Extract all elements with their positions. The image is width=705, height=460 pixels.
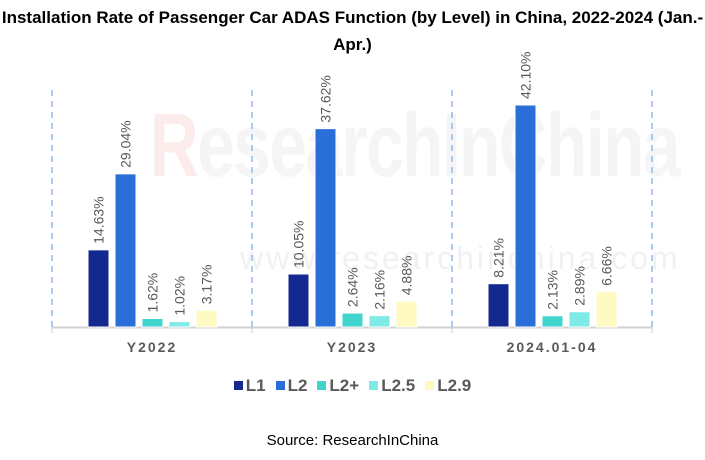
legend: L1 L2 L2+ L2.5 L2.9 bbox=[0, 376, 705, 396]
data-label: 42.10% bbox=[518, 52, 534, 99]
bar-l2-9 bbox=[395, 300, 418, 328]
data-label: 3.17% bbox=[199, 265, 215, 305]
bar-l1 bbox=[87, 249, 110, 328]
data-label: 1.02% bbox=[172, 276, 188, 316]
bar-l2- bbox=[141, 317, 164, 328]
data-label: 8.21% bbox=[491, 238, 507, 278]
x-tick-label: Y2022 bbox=[127, 339, 177, 355]
bar-l2-5 bbox=[168, 321, 191, 328]
legend-item: L2 bbox=[275, 376, 308, 396]
legend-item: L2.9 bbox=[425, 376, 471, 396]
bar-l2-5 bbox=[568, 311, 591, 328]
legend-label: L1 bbox=[245, 376, 266, 395]
bar-l2-9 bbox=[595, 291, 618, 328]
legend-item: L1 bbox=[233, 376, 266, 396]
data-label: 4.88% bbox=[399, 256, 415, 296]
data-label: 6.66% bbox=[599, 246, 615, 286]
bar-l2-9 bbox=[195, 309, 218, 328]
data-label: 14.63% bbox=[91, 196, 107, 243]
legend-swatch bbox=[233, 381, 243, 390]
legend-label: L2 bbox=[287, 376, 308, 395]
bar-l1 bbox=[287, 273, 310, 328]
source-note: Source: ResearchInChina bbox=[266, 432, 439, 449]
bar-l2-5 bbox=[368, 315, 391, 328]
data-label: 2.89% bbox=[572, 266, 588, 306]
bar-l2 bbox=[314, 128, 337, 328]
bar-l2 bbox=[114, 173, 137, 328]
data-label: 37.62% bbox=[318, 75, 334, 122]
legend-swatch bbox=[425, 381, 435, 390]
data-label: 1.62% bbox=[145, 273, 161, 313]
legend-swatch bbox=[369, 381, 379, 390]
chart-title: Installation Rate of Passenger Car ADAS … bbox=[1, 8, 704, 54]
legend-item: L2+ bbox=[317, 376, 359, 396]
x-tick-label: 2024.01-04 bbox=[507, 339, 598, 355]
legend-swatch bbox=[317, 381, 327, 390]
bar-l1 bbox=[487, 283, 510, 328]
bar-l2- bbox=[541, 315, 564, 328]
legend-label: L2.5 bbox=[381, 376, 416, 395]
legend-item: L2.5 bbox=[369, 376, 415, 396]
data-label: 29.04% bbox=[118, 120, 134, 167]
bar-l2 bbox=[514, 104, 537, 328]
data-label: 10.05% bbox=[291, 221, 307, 268]
legend-label: L2.9 bbox=[437, 376, 472, 395]
legend-swatch bbox=[275, 381, 285, 390]
data-label: 2.16% bbox=[372, 270, 388, 310]
bar-l2- bbox=[341, 312, 364, 328]
data-label: 2.64% bbox=[345, 267, 361, 307]
x-tick-label: Y2023 bbox=[327, 339, 377, 355]
legend-label: L2+ bbox=[329, 376, 360, 395]
data-label: 2.13% bbox=[545, 270, 561, 310]
